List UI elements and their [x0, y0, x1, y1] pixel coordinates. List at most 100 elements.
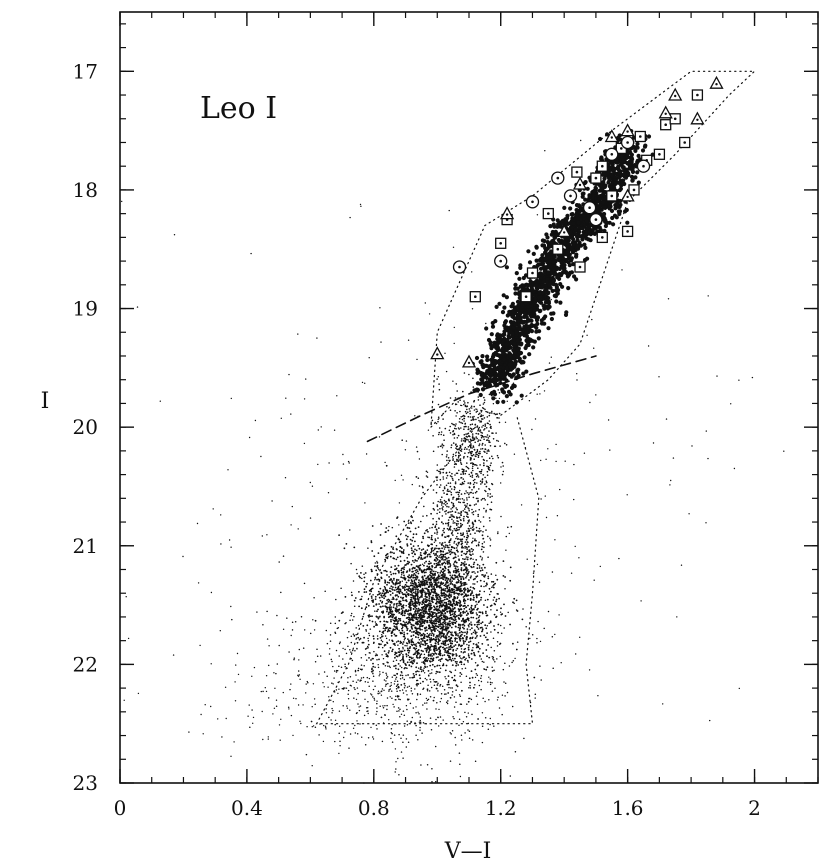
field-star [479, 415, 482, 418]
field-star [376, 594, 379, 596]
field-star [437, 593, 440, 596]
field-star [491, 586, 493, 589]
field-star [488, 420, 491, 422]
field-star [486, 436, 488, 438]
field-star [414, 540, 416, 543]
field-star [437, 716, 439, 719]
field-star [362, 625, 365, 627]
field-star [312, 683, 315, 685]
field-star [393, 579, 395, 581]
field-star [347, 460, 350, 463]
field-star [359, 598, 361, 601]
field-star [136, 306, 139, 308]
field-star [455, 601, 458, 604]
field-star [412, 673, 415, 675]
field-star [345, 652, 348, 655]
field-star [439, 658, 442, 661]
field-star [450, 642, 453, 645]
field-star [472, 523, 475, 526]
field-star [384, 644, 387, 646]
field-star [224, 686, 227, 688]
field-star [455, 383, 458, 385]
field-star [460, 673, 463, 675]
field-star [468, 641, 470, 643]
field-star [479, 430, 481, 432]
field-star [364, 572, 367, 574]
field-star [386, 708, 388, 711]
field-star [438, 431, 441, 434]
field-star [482, 531, 484, 533]
field-star [540, 498, 542, 500]
field-star [433, 629, 436, 631]
field-star [406, 629, 409, 631]
field-star [454, 637, 457, 640]
field-star [374, 610, 376, 612]
field-star [472, 636, 474, 639]
field-star [423, 568, 426, 571]
field-star [423, 653, 426, 656]
field-star [426, 659, 429, 662]
field-star [378, 596, 381, 599]
field-star [515, 648, 518, 651]
field-star [476, 464, 478, 467]
field-star [455, 576, 457, 579]
field-star [400, 751, 403, 753]
field-star [387, 529, 390, 532]
field-star [377, 583, 380, 585]
field-star [448, 648, 451, 651]
field-star [443, 502, 445, 505]
field-star [381, 592, 384, 595]
field-star [448, 594, 451, 596]
field-star [446, 454, 448, 456]
field-star [426, 629, 428, 631]
field-star [492, 457, 494, 460]
field-star [475, 695, 478, 697]
field-star [467, 589, 469, 591]
field-star [349, 733, 352, 735]
field-star [337, 692, 339, 695]
field-star [421, 563, 424, 565]
field-star [454, 657, 456, 660]
field-star [370, 595, 373, 598]
field-star [311, 726, 313, 728]
field-star [387, 601, 389, 603]
field-star [460, 561, 463, 564]
field-star [318, 673, 320, 675]
field-star [430, 610, 433, 613]
field-star [426, 476, 429, 478]
field-star [453, 423, 455, 426]
field-star [409, 593, 412, 596]
field-star [466, 569, 469, 571]
field-star [463, 480, 466, 483]
field-star [372, 594, 374, 596]
field-star [422, 589, 424, 592]
field-star [670, 479, 672, 482]
field-star [658, 376, 660, 378]
field-star [436, 601, 438, 604]
field-star [423, 667, 425, 669]
field-star [462, 510, 465, 512]
field-star [467, 415, 470, 418]
field-star [439, 660, 442, 662]
field-star [465, 614, 468, 616]
field-star [467, 700, 470, 703]
field-star [418, 579, 420, 582]
field-star [493, 596, 496, 599]
field-star [398, 550, 401, 552]
field-star [415, 578, 417, 581]
field-star [369, 579, 372, 582]
field-star [449, 516, 452, 518]
field-star [493, 412, 496, 415]
field-star [445, 608, 448, 611]
field-star [449, 620, 451, 623]
field-star [490, 590, 492, 593]
field-star [464, 446, 467, 449]
field-star [372, 662, 374, 665]
field-star [417, 598, 419, 600]
field-star [457, 711, 459, 713]
field-star [402, 661, 405, 663]
field-star [573, 498, 575, 501]
field-star [451, 583, 454, 585]
field-star [501, 473, 504, 476]
field-star [426, 708, 428, 710]
